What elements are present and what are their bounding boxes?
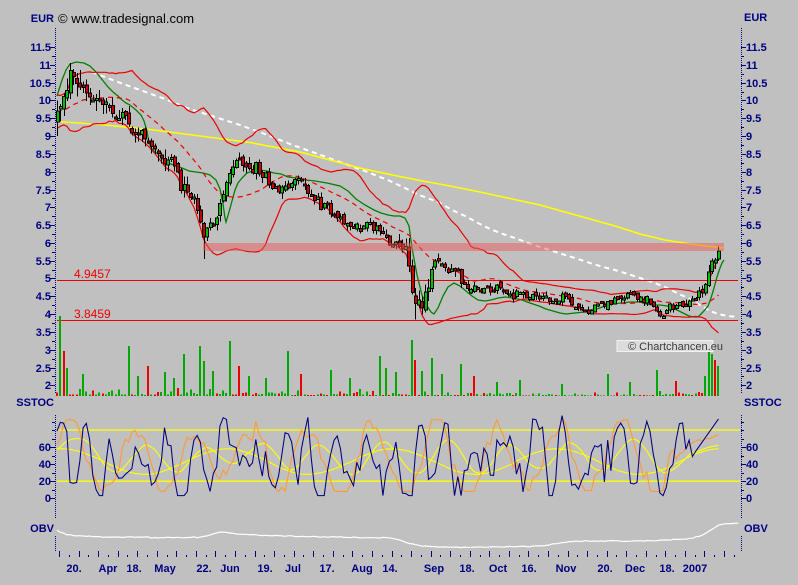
svg-text:Nov: Nov <box>556 563 578 575</box>
svg-text:2.5: 2.5 <box>746 363 761 375</box>
svg-text:40: 40 <box>39 459 51 471</box>
svg-text:9: 9 <box>45 131 51 143</box>
svg-text:11: 11 <box>746 60 758 72</box>
svg-text:11.5: 11.5 <box>30 42 51 54</box>
svg-text:6.5: 6.5 <box>746 220 761 232</box>
svg-text:10.5: 10.5 <box>30 78 51 90</box>
svg-text:Dec: Dec <box>625 563 645 575</box>
svg-text:10.5: 10.5 <box>746 78 767 90</box>
svg-text:22.: 22. <box>196 563 211 575</box>
svg-text:SSTOC: SSTOC <box>744 397 782 409</box>
svg-text:3.8459: 3.8459 <box>74 307 111 321</box>
svg-text:10: 10 <box>746 95 758 107</box>
svg-text:60: 60 <box>746 442 758 454</box>
svg-text:Oct: Oct <box>489 563 508 575</box>
svg-text:4: 4 <box>45 309 52 321</box>
svg-text:9: 9 <box>746 131 752 143</box>
svg-text:9.5: 9.5 <box>36 113 51 125</box>
svg-text:EUR: EUR <box>744 12 767 24</box>
svg-text:2: 2 <box>746 380 752 392</box>
svg-text:4.9457: 4.9457 <box>74 267 111 281</box>
svg-text:60: 60 <box>39 442 51 454</box>
svg-text:Jun: Jun <box>220 563 240 575</box>
svg-text:4: 4 <box>746 309 753 321</box>
svg-text:© Chartchancen.eu: © Chartchancen.eu <box>628 341 723 353</box>
svg-text:May: May <box>154 563 176 575</box>
svg-text:6.5: 6.5 <box>36 220 51 232</box>
svg-text:11: 11 <box>39 60 51 72</box>
svg-text:8: 8 <box>746 167 752 179</box>
svg-text:8: 8 <box>45 167 51 179</box>
svg-text:0: 0 <box>45 493 51 505</box>
svg-text:2: 2 <box>45 380 51 392</box>
svg-text:14.: 14. <box>382 563 397 575</box>
svg-text:3: 3 <box>45 345 51 357</box>
svg-text:18.: 18. <box>659 563 674 575</box>
svg-text:5: 5 <box>45 273 51 285</box>
svg-text:Apr: Apr <box>99 563 119 575</box>
svg-text:7: 7 <box>45 202 51 214</box>
svg-text:5: 5 <box>746 273 752 285</box>
svg-text:6: 6 <box>45 238 51 250</box>
svg-text:7: 7 <box>746 202 752 214</box>
svg-text:0: 0 <box>746 493 752 505</box>
svg-text:7.5: 7.5 <box>36 185 51 197</box>
svg-text:OBV: OBV <box>744 523 769 535</box>
svg-text:5.5: 5.5 <box>746 256 761 268</box>
svg-text:18.: 18. <box>459 563 474 575</box>
svg-text:20: 20 <box>39 476 51 488</box>
svg-text:Sep: Sep <box>424 563 444 575</box>
svg-text:3.5: 3.5 <box>36 327 51 339</box>
svg-text:5.5: 5.5 <box>36 256 51 268</box>
svg-text:19.: 19. <box>257 563 272 575</box>
svg-text:4.5: 4.5 <box>36 291 51 303</box>
svg-text:16.: 16. <box>521 563 536 575</box>
svg-text:40: 40 <box>746 459 758 471</box>
svg-text:6: 6 <box>746 238 752 250</box>
svg-text:3: 3 <box>746 345 752 357</box>
svg-text:© www.tradesignal.com: © www.tradesignal.com <box>58 11 194 26</box>
svg-text:8.5: 8.5 <box>36 149 51 161</box>
svg-text:Jul: Jul <box>285 563 301 575</box>
svg-text:OBV: OBV <box>30 523 55 535</box>
svg-text:8.5: 8.5 <box>746 149 761 161</box>
svg-text:2007: 2007 <box>683 563 707 575</box>
svg-text:20.: 20. <box>66 563 81 575</box>
svg-text:Aug: Aug <box>351 563 372 575</box>
svg-text:9.5: 9.5 <box>746 113 761 125</box>
svg-text:18.: 18. <box>126 563 141 575</box>
svg-text:4.5: 4.5 <box>746 291 761 303</box>
svg-text:20: 20 <box>746 476 758 488</box>
svg-text:20.: 20. <box>597 563 612 575</box>
svg-text:EUR: EUR <box>31 13 54 25</box>
svg-text:2.5: 2.5 <box>36 363 51 375</box>
svg-text:17.: 17. <box>319 563 334 575</box>
svg-text:SSTOC: SSTOC <box>16 397 54 409</box>
svg-text:3.5: 3.5 <box>746 327 761 339</box>
svg-text:11.5: 11.5 <box>746 42 767 54</box>
svg-text:10: 10 <box>39 95 51 107</box>
svg-text:7.5: 7.5 <box>746 185 761 197</box>
